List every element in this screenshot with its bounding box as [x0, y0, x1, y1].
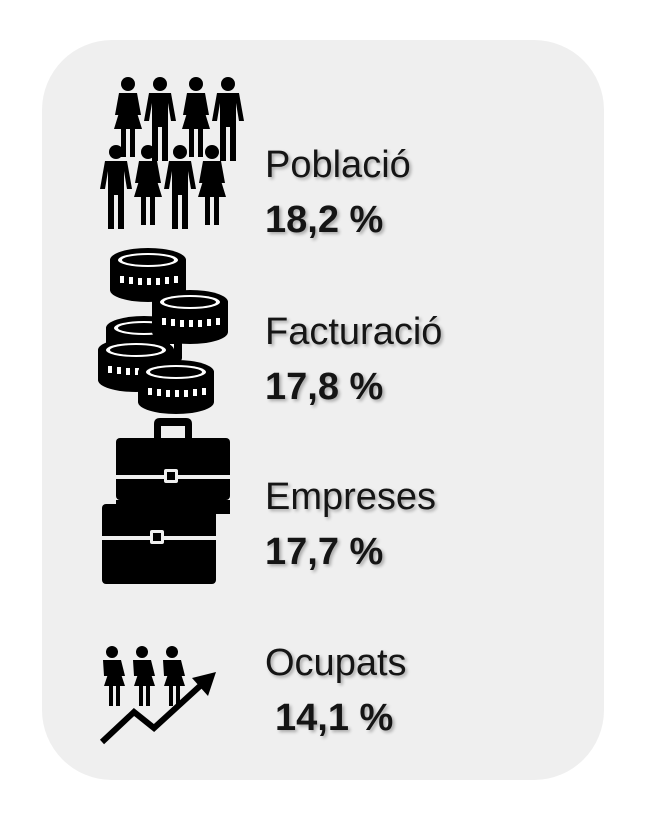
stat-label-facturacio: Facturació	[265, 311, 443, 353]
stat-label-ocupats: Ocupats	[265, 642, 407, 684]
stat-label-poblacio: Població	[265, 144, 411, 186]
stat-value-poblacio: 18,2 %	[265, 199, 384, 241]
stat-value-empreses: 17,7 %	[265, 531, 384, 573]
briefcases-icon	[102, 418, 230, 584]
stat-value-facturacio: 17,8 %	[265, 366, 384, 408]
employment-growth-icon	[99, 646, 216, 745]
stat-value-ocupats: 14,1 %	[275, 697, 394, 739]
coins-icon	[98, 248, 228, 414]
stat-label-empreses: Empreses	[265, 476, 437, 518]
population-icon	[100, 77, 244, 229]
stats-card	[42, 40, 604, 780]
